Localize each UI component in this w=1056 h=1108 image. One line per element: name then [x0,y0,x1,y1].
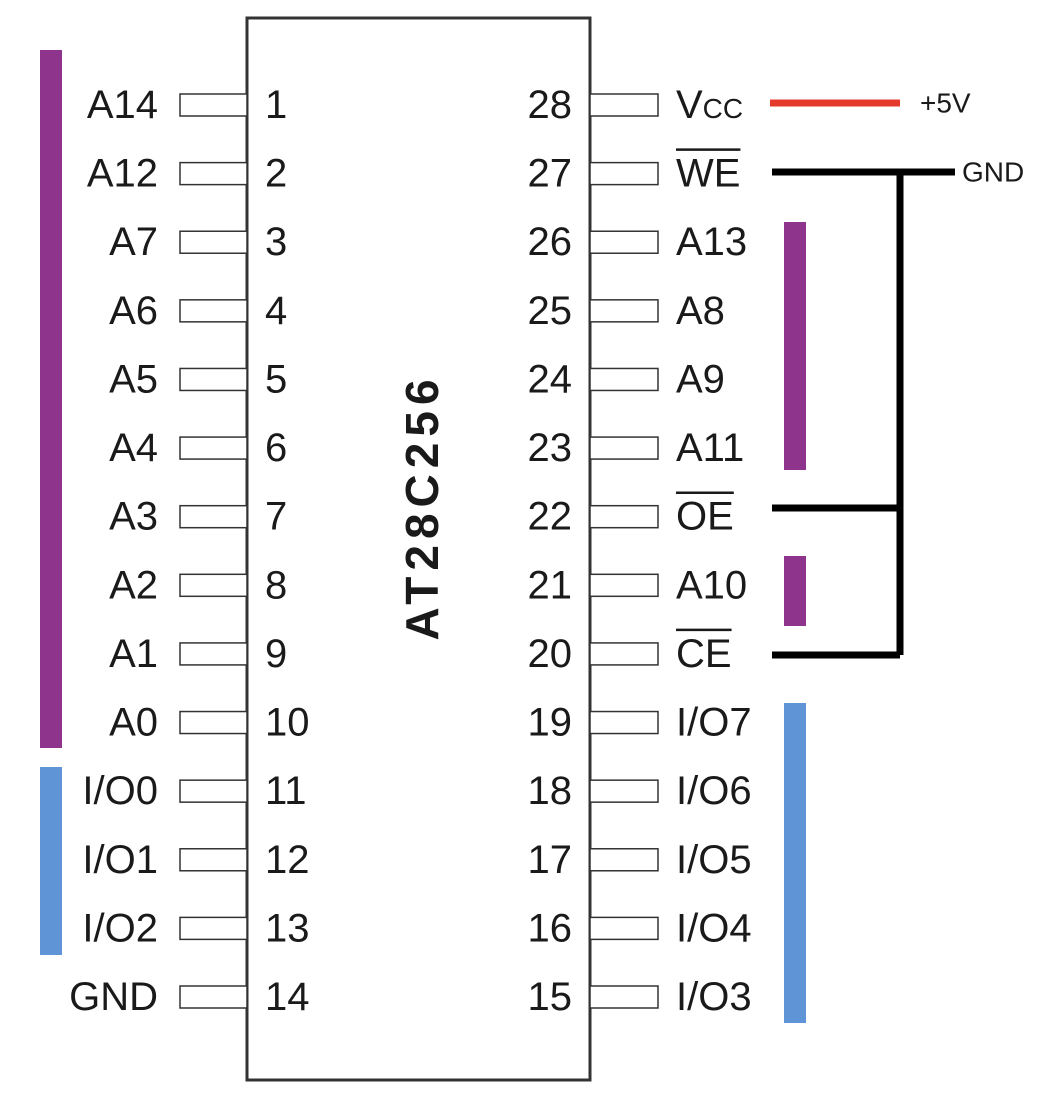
pin-label: OE [676,495,734,539]
pin-label: A0 [109,701,158,745]
pin-number: 23 [528,426,573,470]
pin-stub [179,299,248,323]
pin-label: I/O6 [676,769,752,813]
pin-stub [589,642,659,666]
chip-body [245,16,592,1082]
pin-stub [589,299,659,323]
chip-name: AT28C256 [396,373,448,640]
pin-number: 15 [528,975,573,1019]
pin-number: 12 [265,838,310,882]
ground-label: GND [962,157,1024,188]
pin-stub [179,230,248,254]
pin-stub [179,710,248,735]
pin-label: A3 [109,495,158,539]
address-bar [784,556,806,626]
supply-label: +5V [920,88,971,119]
pin-stub [179,161,248,186]
pin-stub [179,642,248,666]
pin-number: 27 [528,152,573,196]
pin-number: 2 [265,152,287,196]
pin-number: 17 [528,838,573,882]
pin-label: A9 [676,357,725,401]
pin-label: I/O3 [676,975,752,1019]
pin-label: CE [676,632,732,676]
pin-stub [589,230,659,254]
pin-stub [589,93,659,117]
pin-label: A5 [109,357,158,401]
address-bar [784,222,806,470]
pin-stub [589,916,659,941]
pin-stub [179,436,248,460]
pin-stub [589,848,659,872]
pin-number: 4 [265,289,287,333]
pin-label: I/O1 [82,838,158,882]
address-bar [40,50,62,748]
pin-label: A13 [676,220,747,264]
pin-number: 13 [265,906,310,950]
pin-number: 14 [265,975,310,1019]
pin-stub [589,367,659,392]
pin-number: 10 [265,701,310,745]
pin-number: 26 [528,220,573,264]
pin-stub [179,848,248,872]
pin-label: I/O7 [676,701,752,745]
pin-label: A1 [109,632,158,676]
pin-number: 6 [265,426,287,470]
pin-stub [589,161,659,186]
pin-stub [589,436,659,460]
pin-label: A7 [109,220,158,264]
pin-label: I/O5 [676,838,752,882]
io-bar [784,703,806,1023]
pins: 1 A14 2 A12 3 A7 4 A6 5 A5 6 A4 7 A3 8 A2 9 A1 10 A0 11 I/O0 1… [69,83,751,1019]
pin-number: 19 [528,701,573,745]
pin-number: 16 [528,906,573,950]
pin-label: A8 [676,289,725,333]
pin-stub [589,504,659,529]
pin-number: 24 [528,357,573,401]
pin-label: A11 [676,426,744,470]
pin-label: I/O4 [676,906,752,950]
pin-stub [589,779,659,803]
pin-label: A10 [676,563,747,607]
pin-number: 18 [528,769,573,813]
io-bar [40,767,62,955]
pin-stub [179,985,248,1009]
pin-label: A14 [87,83,158,127]
pin-number: 21 [528,563,573,607]
pin-number: 7 [265,495,287,539]
pin-label: A4 [109,426,158,470]
pin-label: I/O2 [82,906,158,950]
pin-label: I/O0 [82,769,158,813]
pin-number: 11 [265,769,307,813]
ground-wire [772,168,955,659]
pin-label: A12 [87,152,158,196]
pin-label: GND [69,975,158,1019]
pin-label: Vcc [676,83,743,127]
pin-stub [589,573,659,598]
pin-number: 28 [528,83,573,127]
pin-number: 3 [265,220,287,264]
pin-stub [179,916,248,941]
pin-stub [179,504,248,529]
pin-number: 20 [528,632,573,676]
pin-stub [179,779,248,803]
pin-stub [179,367,248,392]
pin-label: A6 [109,289,158,333]
pin-stub [589,985,659,1009]
pin-number: 22 [528,495,573,539]
pin-stub [179,93,248,117]
pin-number: 9 [265,632,287,676]
pin-label: WE [676,152,740,196]
pin-number: 1 [265,83,287,127]
pin-number: 8 [265,563,287,607]
pin-label: A2 [109,563,158,607]
pin-number: 25 [528,289,573,333]
pin-number: 5 [265,357,287,401]
pin-stub [179,573,248,598]
pin-stub [589,710,659,735]
